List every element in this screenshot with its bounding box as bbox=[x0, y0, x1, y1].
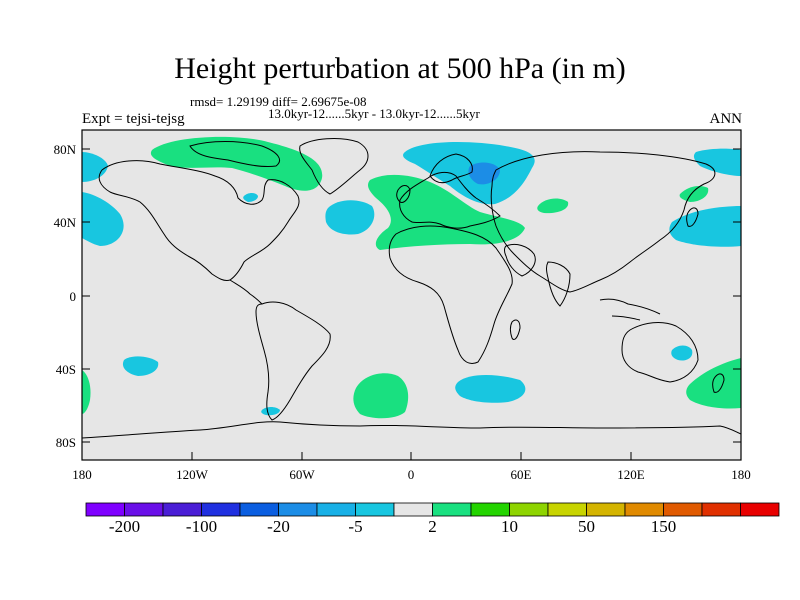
colorbar-swatch bbox=[162, 502, 202, 517]
coastline-arabia bbox=[504, 243, 536, 277]
colorbar-swatch bbox=[355, 502, 395, 517]
negative-region-north-pacific-west bbox=[82, 192, 124, 246]
season-label: ANN bbox=[709, 111, 743, 127]
negative-region-alaska bbox=[82, 152, 108, 182]
colorbar bbox=[85, 502, 780, 517]
colorbar-swatch bbox=[586, 502, 626, 517]
colorbar-label: 10 bbox=[501, 517, 518, 536]
colorbar-swatch bbox=[201, 502, 241, 517]
lon-tick-label: 120E bbox=[617, 467, 645, 482]
colorbar-swatch bbox=[85, 502, 125, 517]
colorbar-swatch bbox=[316, 502, 356, 517]
anomaly-fields bbox=[82, 136, 741, 419]
positive-region-south-pacific-east bbox=[686, 358, 741, 409]
positive-region-nw-pacific bbox=[679, 186, 709, 202]
colorbar-swatch bbox=[624, 502, 664, 517]
lon-tick-label: 60E bbox=[511, 467, 532, 482]
positive-region-south-pacific-west bbox=[82, 370, 91, 414]
colorbar-swatch bbox=[393, 502, 433, 517]
negative-region-south-indian bbox=[455, 375, 526, 403]
lat-tick-label: 40N bbox=[54, 215, 77, 230]
lon-axis bbox=[81, 452, 742, 460]
coastline-new-zealand bbox=[712, 373, 725, 393]
lat-axis bbox=[82, 148, 741, 443]
positive-region-south-atlantic bbox=[353, 373, 409, 419]
lon-tick-label: 180 bbox=[731, 467, 751, 482]
negative-region-drake bbox=[261, 407, 280, 416]
colorbar-label: -100 bbox=[186, 517, 217, 536]
coastline-british-isles bbox=[396, 185, 411, 203]
coastline-arctic-islands bbox=[189, 141, 280, 167]
colorbar-swatch bbox=[278, 502, 318, 517]
negative-region-south-pacific bbox=[122, 356, 159, 376]
coastline-japan bbox=[686, 207, 699, 227]
coastline-north-america bbox=[98, 160, 300, 281]
map-title: Height perturbation at 500 hPa (in m) bbox=[174, 52, 626, 85]
negative-region-bering bbox=[693, 148, 741, 176]
coastline-scandinavia bbox=[429, 153, 473, 184]
colorbar-label: -20 bbox=[267, 517, 290, 536]
colorbar-swatch bbox=[239, 502, 279, 517]
coastline-india bbox=[546, 261, 571, 307]
coastlines bbox=[82, 138, 741, 439]
coastline-greenland bbox=[299, 138, 369, 195]
lon-tick-label: 180 bbox=[72, 467, 92, 482]
experiment-label: Expt = tejsi-tejsg bbox=[82, 111, 185, 127]
lat-tick-label: 0 bbox=[70, 289, 77, 304]
negative-region-hudson bbox=[243, 193, 258, 202]
colorbar-label: 2 bbox=[428, 517, 437, 536]
colorbar-swatch bbox=[509, 502, 549, 517]
colorbar-label: -200 bbox=[109, 517, 140, 536]
lon-tick-label: 120W bbox=[176, 467, 209, 482]
lat-tick-label: 80N bbox=[54, 142, 77, 157]
colorbar-label: -5 bbox=[348, 517, 362, 536]
negative-region-australia-east bbox=[671, 345, 693, 361]
positive-region-atlantic-europe bbox=[368, 174, 525, 250]
colorbar-swatch bbox=[432, 502, 472, 517]
colorbar-label: 50 bbox=[578, 517, 595, 536]
coastline-australia bbox=[621, 322, 699, 383]
lat-tick-label: 80S bbox=[56, 435, 76, 450]
coastline-antarctica bbox=[82, 421, 741, 439]
colorbar-swatch bbox=[547, 502, 587, 517]
lon-tick-label: 0 bbox=[408, 467, 415, 482]
positive-region-caspian bbox=[537, 198, 569, 214]
colorbar-swatch bbox=[470, 502, 510, 517]
coastline-indonesia bbox=[599, 298, 661, 321]
coastline-central-america bbox=[229, 279, 263, 305]
period-line: 13.0kyr-12......5kyr - 13.0kyr-12......5… bbox=[268, 106, 480, 121]
colorbar-label: 150 bbox=[651, 517, 677, 536]
coastline-madagascar bbox=[510, 319, 521, 341]
coastline-europe bbox=[399, 171, 501, 229]
negative-region-scandinavia-core bbox=[468, 162, 500, 185]
lat-tick-label: 40S bbox=[56, 362, 76, 377]
coastline-asia bbox=[490, 151, 716, 293]
colorbar-swatch bbox=[663, 502, 703, 517]
colorbar-swatch bbox=[701, 502, 741, 517]
coastline-africa bbox=[388, 225, 513, 364]
lon-tick-label: 60W bbox=[289, 467, 315, 482]
negative-region-mid-atlantic bbox=[325, 200, 375, 235]
colorbar-swatch bbox=[124, 502, 164, 517]
coastline-south-america bbox=[255, 301, 331, 421]
stats-line: rmsd= 1.29199 diff= 2.69675e-08 bbox=[190, 94, 367, 109]
colorbar-swatch bbox=[740, 502, 780, 517]
